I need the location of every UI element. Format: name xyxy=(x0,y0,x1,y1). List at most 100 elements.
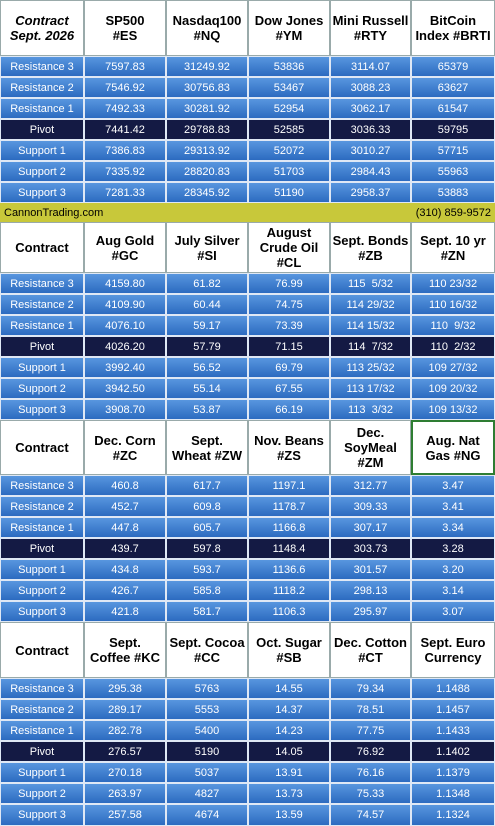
value-cell: 67.55 xyxy=(248,378,330,399)
value-cell: 5037 xyxy=(166,762,248,783)
row-label: Support 3 xyxy=(0,182,84,203)
value-cell: 31249.92 xyxy=(166,56,248,77)
value-cell: 76.16 xyxy=(330,762,411,783)
value-cell: 113 25/32 xyxy=(330,357,411,378)
value-cell: 115 5/32 xyxy=(330,273,411,294)
row-label: Resistance 3 xyxy=(0,475,84,496)
value-cell: 426.7 xyxy=(84,580,166,601)
value-cell: 14.37 xyxy=(248,699,330,720)
value-cell: 3908.70 xyxy=(84,399,166,420)
row-label: Resistance 1 xyxy=(0,517,84,538)
header-cell: Mini Russell #RTY xyxy=(330,0,411,56)
header-cell: Contract xyxy=(0,222,84,273)
row-label: Resistance 2 xyxy=(0,294,84,315)
value-cell: 3.07 xyxy=(411,601,495,622)
row-label: Resistance 1 xyxy=(0,98,84,119)
value-cell: 617.7 xyxy=(166,475,248,496)
row-label: Resistance 3 xyxy=(0,56,84,77)
value-cell: 78.51 xyxy=(330,699,411,720)
value-cell: 3.14 xyxy=(411,580,495,601)
value-cell: 4674 xyxy=(166,804,248,826)
value-cell: 1.1457 xyxy=(411,699,495,720)
value-cell: 110 2/32 xyxy=(411,336,495,357)
row-label: Pivot xyxy=(0,741,84,762)
row-label: Support 2 xyxy=(0,161,84,182)
value-cell: 29788.83 xyxy=(166,119,248,140)
value-cell: 3.28 xyxy=(411,538,495,559)
value-cell: 53836 xyxy=(248,56,330,77)
value-cell: 55963 xyxy=(411,161,495,182)
row-label: Support 1 xyxy=(0,357,84,378)
value-cell: 309.33 xyxy=(330,496,411,517)
header-cell: Sept. Coffee #KC xyxy=(84,622,166,678)
value-cell: 3088.23 xyxy=(330,77,411,98)
value-cell: 13.91 xyxy=(248,762,330,783)
value-cell: 53.87 xyxy=(166,399,248,420)
value-cell: 3114.07 xyxy=(330,56,411,77)
value-cell: 1166.8 xyxy=(248,517,330,538)
value-cell: 113 17/32 xyxy=(330,378,411,399)
value-cell: 14.55 xyxy=(248,678,330,699)
header-cell: Oct. Sugar #SB xyxy=(248,622,330,678)
value-cell: 13.59 xyxy=(248,804,330,826)
value-cell: 7281.33 xyxy=(84,182,166,203)
value-cell: 7546.92 xyxy=(84,77,166,98)
value-cell: 298.13 xyxy=(330,580,411,601)
value-cell: 312.77 xyxy=(330,475,411,496)
row-label: Resistance 3 xyxy=(0,273,84,294)
value-cell: 7441.42 xyxy=(84,119,166,140)
value-cell: 593.7 xyxy=(166,559,248,580)
row-label: Resistance 2 xyxy=(0,699,84,720)
row-label: Support 2 xyxy=(0,378,84,399)
value-cell: 53467 xyxy=(248,77,330,98)
header-cell: Dow Jones #YM xyxy=(248,0,330,56)
value-cell: 71.15 xyxy=(248,336,330,357)
value-cell: 1.1379 xyxy=(411,762,495,783)
value-cell: 4109.90 xyxy=(84,294,166,315)
value-cell: 114 29/32 xyxy=(330,294,411,315)
value-cell: 5400 xyxy=(166,720,248,741)
value-cell: 605.7 xyxy=(166,517,248,538)
header-cell: Aug. Nat Gas #NG xyxy=(411,420,495,475)
value-cell: 56.52 xyxy=(166,357,248,378)
value-cell: 597.8 xyxy=(166,538,248,559)
value-cell: 1106.3 xyxy=(248,601,330,622)
value-cell: 1.1348 xyxy=(411,783,495,804)
header-cell: Sept. 10 yr #ZN xyxy=(411,222,495,273)
header-cell: Dec. Corn #ZC xyxy=(84,420,166,475)
header-cell: SP500 #ES xyxy=(84,0,166,56)
value-cell: 307.17 xyxy=(330,517,411,538)
value-cell: 585.8 xyxy=(166,580,248,601)
value-cell: 59.17 xyxy=(166,315,248,336)
row-label: Resistance 1 xyxy=(0,720,84,741)
row-label: Support 3 xyxy=(0,399,84,420)
header-cell: July Silver #SI xyxy=(166,222,248,273)
value-cell: 109 27/32 xyxy=(411,357,495,378)
value-cell: 110 16/32 xyxy=(411,294,495,315)
value-cell: 257.58 xyxy=(84,804,166,826)
value-cell: 28820.83 xyxy=(166,161,248,182)
value-cell: 79.34 xyxy=(330,678,411,699)
value-cell: 3992.40 xyxy=(84,357,166,378)
banner-site: CannonTrading.com xyxy=(4,206,104,219)
row-label: Resistance 3 xyxy=(0,678,84,699)
value-cell: 301.57 xyxy=(330,559,411,580)
value-cell: 4026.20 xyxy=(84,336,166,357)
banner: CannonTrading.com (310) 859-9572 xyxy=(0,203,495,222)
value-cell: 7597.83 xyxy=(84,56,166,77)
value-cell: 5190 xyxy=(166,741,248,762)
value-cell: 295.38 xyxy=(84,678,166,699)
value-cell: 3.47 xyxy=(411,475,495,496)
value-cell: 460.8 xyxy=(84,475,166,496)
value-cell: 14.05 xyxy=(248,741,330,762)
row-label: Support 2 xyxy=(0,783,84,804)
header-cell: Contract Sept. 2026 xyxy=(0,0,84,56)
value-cell: 57.79 xyxy=(166,336,248,357)
value-cell: 51703 xyxy=(248,161,330,182)
value-cell: 609.8 xyxy=(166,496,248,517)
header-cell: Contract xyxy=(0,622,84,678)
value-cell: 2984.43 xyxy=(330,161,411,182)
row-label: Resistance 2 xyxy=(0,77,84,98)
header-cell: Nasdaq100 #NQ xyxy=(166,0,248,56)
value-cell: 3.41 xyxy=(411,496,495,517)
